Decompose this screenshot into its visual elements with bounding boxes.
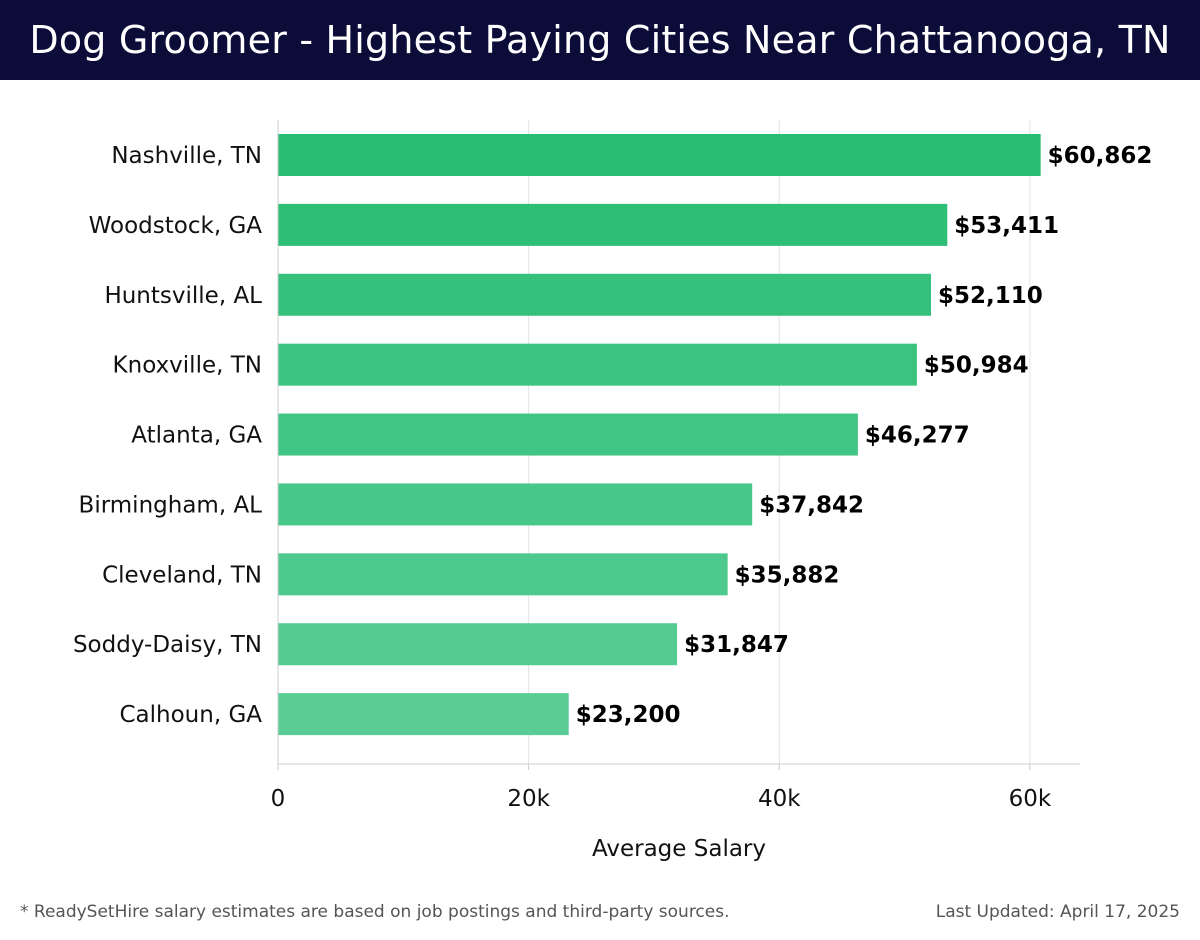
value-label: $23,200 [576,702,681,728]
value-label: $31,847 [684,632,789,658]
category-label: Birmingham, AL [79,492,263,518]
category-label: Soddy-Daisy, TN [73,632,262,658]
chart-header: Dog Groomer - Highest Paying Cities Near… [0,0,1200,80]
bar [278,483,753,526]
category-label: Calhoun, GA [119,702,262,728]
category-label: Atlanta, GA [131,423,262,449]
value-label: $60,862 [1048,143,1153,169]
value-label: $50,984 [924,353,1029,379]
bar [278,134,1041,176]
bar [278,553,728,596]
value-labels: $60,862 $53,411 $52,110 $50,984 $46,277 $37,8… [576,143,1153,728]
bar [278,623,678,666]
axes: 0 20k 40k 60k Average Salary [271,120,1080,862]
bar [278,413,858,456]
bar-chart: Nashville, TN Woodstock, GA Huntsville, AL… [73,120,1153,862]
category-label: Cleveland, TN [102,562,262,588]
x-tick-label: 40k [758,786,801,812]
bar [278,273,932,316]
bar [278,693,569,736]
x-axis-title: Average Salary [592,836,766,862]
x-tick-label: 20k [507,786,550,812]
x-tick-label: 0 [271,786,286,812]
last-updated: Last Updated: April 17, 2025 [935,902,1180,922]
value-label: $37,842 [759,492,864,518]
category-labels: Nashville, TN Woodstock, GA Huntsville, AL… [73,143,262,728]
bar [278,203,948,246]
category-label: Knoxville, TN [113,353,262,379]
value-label: $35,882 [735,562,840,588]
bars [278,134,1041,736]
category-label: Huntsville, AL [104,283,262,309]
category-label: Nashville, TN [111,143,262,169]
category-label: Woodstock, GA [89,213,263,239]
value-label: $53,411 [954,213,1059,239]
value-label: $52,110 [938,283,1043,309]
value-label: $46,277 [865,423,970,449]
bar [278,343,917,386]
chart-title: Dog Groomer - Highest Paying Cities Near… [29,18,1171,62]
x-tick-label: 60k [1009,786,1052,812]
footnote: * ReadySetHire salary estimates are base… [20,902,730,922]
